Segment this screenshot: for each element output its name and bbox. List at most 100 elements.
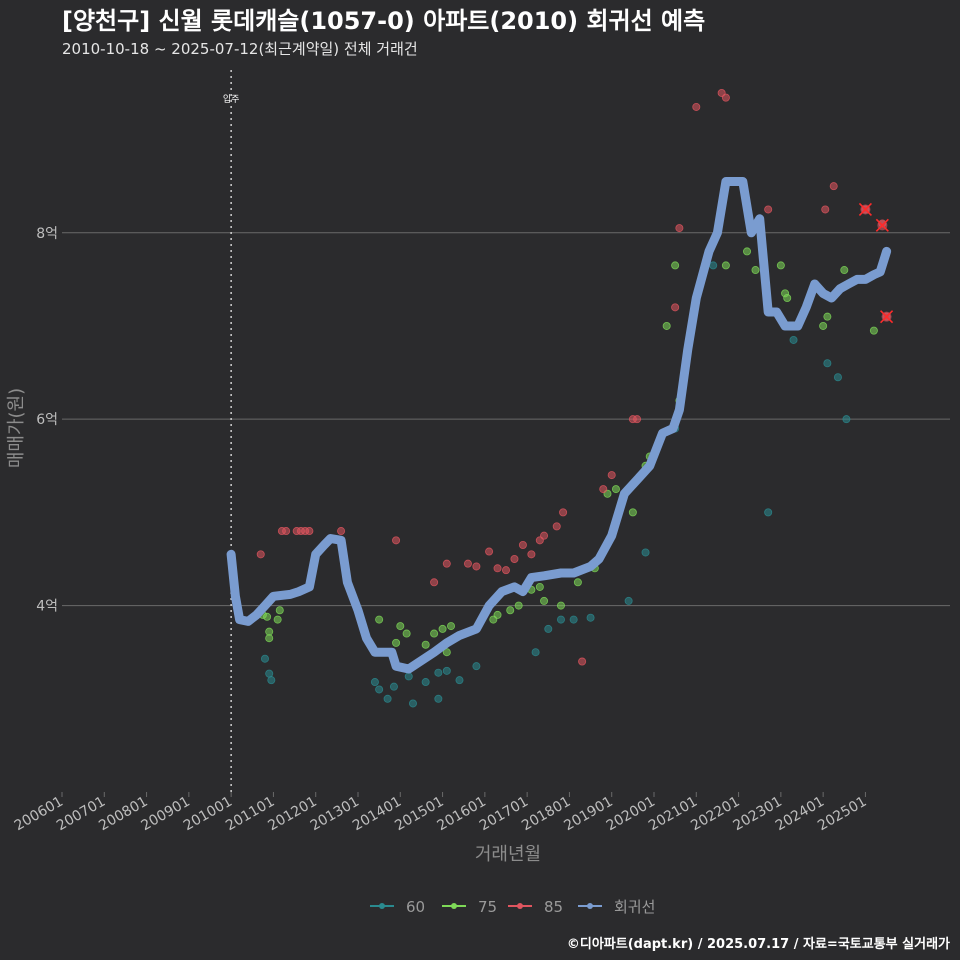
y-tick-label: 4억 [36,599,58,615]
point-85 [829,182,838,191]
point-75 [611,485,620,494]
point-85 [430,578,439,587]
chart-subtitle: 2010-10-18 ~ 2025-07-12(최근계약일) 전체 거래건 [62,40,418,58]
point-85 [442,559,451,568]
point-75 [392,638,401,647]
legend: 60 75 85 회귀선 [370,898,655,916]
point-85 [764,205,773,214]
point-85 [501,566,510,575]
point-75 [506,606,515,615]
point-85 [337,527,346,536]
point-60 [472,662,481,671]
point-85 [821,205,830,214]
point-75 [430,629,439,638]
point-85 [510,554,519,563]
point-75 [671,261,680,270]
point-85 [485,547,494,556]
point-75 [438,624,447,633]
point-75 [776,261,785,270]
point-85 [671,303,680,312]
point-75 [265,634,274,643]
point-60 [260,654,269,663]
recent-x-marker [858,202,872,217]
point-60 [833,373,842,382]
point-85 [305,527,314,536]
point-60 [408,699,417,708]
point-60 [404,672,413,681]
y-tick-label: 6억 [36,412,58,428]
point-75 [556,601,565,610]
point-60 [531,648,540,657]
point-75 [263,612,272,621]
point-75 [402,629,411,638]
point-60 [586,613,595,622]
point-60 [789,335,798,344]
point-85 [282,527,291,536]
point-85 [692,102,701,111]
annotation-label: 입주 [223,93,240,105]
point-60 [375,685,384,694]
point-75 [573,578,582,587]
point-75 [662,321,671,330]
legend-label: 60 [406,898,425,916]
point-85 [552,522,561,531]
point-60 [442,666,451,675]
recent-trade-markers [858,202,894,324]
point-60 [709,261,718,270]
point-60 [764,508,773,517]
caption: ©디아파트(dapt.kr) / 2025.07.17 / 자료=국토교통부 실… [567,936,950,952]
point-75 [628,508,637,517]
point-75 [396,622,405,631]
chart-title: [양천구] 신월 롯데캐슬(1057-0) 아파트(2010) 회귀선 예측 [62,7,705,35]
y-axis-ticks: 4억 6억 8억 [36,226,58,615]
legend-label: 85 [544,898,563,916]
point-60 [265,669,274,678]
x-axis-title: 거래년월 [475,844,541,865]
point-75 [783,294,792,303]
point-75 [819,321,828,330]
legend-key-dot [587,903,593,909]
point-85 [633,415,642,424]
point-85 [527,550,536,559]
y-tick-label: 8억 [36,226,58,242]
point-60 [544,624,553,633]
point-85 [518,541,527,550]
point-60 [434,694,443,703]
point-75 [493,610,502,619]
point-75 [823,312,832,321]
move-in-annotation: 입주 [223,70,240,792]
legend-key-dot [379,903,385,909]
point-60 [569,615,578,624]
point-75 [535,582,544,591]
legend-label: 회귀선 [614,898,655,916]
point-75 [265,627,274,636]
point-75 [375,615,384,624]
point-85 [559,508,568,517]
legend-key-dot [451,903,457,909]
recent-x-marker [875,218,889,232]
point-75 [442,648,451,657]
point-85 [599,485,608,494]
point-85 [392,536,401,545]
point-60 [641,548,650,557]
recent-x-marker [880,310,894,324]
point-60 [267,676,276,685]
y-axis-title: 매매가(원) [6,388,27,468]
point-75 [273,615,282,624]
point-60 [842,415,851,424]
point-75 [447,622,456,631]
point-85 [721,93,730,102]
point-75 [840,266,849,275]
point-60 [421,678,430,687]
legend-key-dot [517,903,523,909]
point-60 [455,676,464,685]
point-60 [556,615,565,624]
point-85 [463,559,472,568]
point-75 [275,606,284,615]
point-75 [721,261,730,270]
point-60 [823,359,832,368]
legend-label: 75 [478,898,497,916]
point-60 [370,678,379,687]
